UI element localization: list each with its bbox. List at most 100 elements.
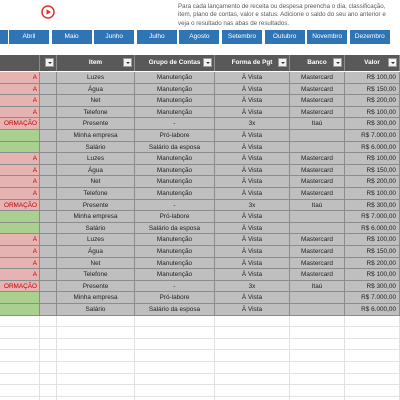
cell: R$ 6.000,00 (345, 222, 400, 235)
status-cell: A (0, 246, 40, 258)
month-tab[interactable]: Dezembro (349, 30, 390, 44)
cell (40, 72, 57, 84)
filter-button[interactable] (123, 58, 132, 67)
cell: Pró-labore (135, 211, 215, 223)
cell: Luzes (57, 153, 135, 165)
cell (290, 304, 345, 316)
cell: À Vista (215, 72, 290, 84)
cell: Presente (57, 280, 135, 293)
cell: Manutenção (135, 246, 215, 258)
empty-cell (40, 327, 57, 339)
status-cell (0, 292, 40, 304)
cell: Pró-labore (135, 292, 215, 304)
cell: Mastercard (290, 164, 345, 177)
cell (40, 257, 57, 270)
cell: À Vista (215, 164, 290, 177)
month-tab[interactable]: Novembro (307, 30, 348, 44)
filter-button[interactable] (203, 58, 212, 67)
month-tab[interactable]: Maio (51, 30, 92, 44)
cell: Itaú (290, 199, 345, 212)
cell: Mastercard (290, 95, 345, 107)
month-tab[interactable]: Outubro (264, 30, 305, 44)
cell (40, 304, 57, 316)
empty-cell (0, 327, 40, 339)
empty-cell (0, 338, 40, 351)
cell: À Vista (215, 83, 290, 96)
status-cell: A (0, 83, 40, 96)
cell: Mastercard (290, 188, 345, 200)
empty-cell (290, 327, 345, 339)
empty-cell (57, 362, 135, 374)
cell: R$ 300,00 (345, 199, 400, 212)
filter-button[interactable] (388, 58, 397, 67)
column-header: Forma de Pgt (215, 55, 290, 71)
month-tab[interactable]: Abril (9, 30, 49, 44)
empty-cell (135, 338, 215, 351)
cell: Mastercard (290, 83, 345, 96)
cell: À Vista (215, 211, 290, 223)
cell: Minha empresa (57, 130, 135, 142)
cell: Manutenção (135, 176, 215, 188)
cell: À Vista (215, 141, 290, 154)
empty-cell (0, 385, 40, 397)
cell: R$ 7.000,00 (345, 130, 400, 142)
cell: R$ 200,00 (345, 176, 400, 188)
status-cell: A (0, 234, 40, 246)
cell (40, 246, 57, 258)
cell: Manutenção (135, 257, 215, 270)
cell: Net (57, 95, 135, 107)
month-tab[interactable] (0, 30, 8, 44)
cell: R$ 150,00 (345, 83, 400, 96)
empty-cell (40, 350, 57, 362)
status-cell: ORMAÇÃO (0, 118, 40, 130)
status-cell: A (0, 188, 40, 200)
empty-cell (215, 338, 290, 351)
cell: À Vista (215, 95, 290, 107)
cell: Presente (57, 199, 135, 212)
empty-cell (0, 350, 40, 362)
month-tab[interactable]: Setembro (222, 30, 262, 44)
cell: Manutenção (135, 153, 215, 165)
cell (290, 130, 345, 142)
cell: R$ 300,00 (345, 118, 400, 130)
empty-cell (135, 350, 215, 362)
empty-cell (57, 327, 135, 339)
month-tab[interactable]: Agosto (179, 30, 220, 44)
cell: R$ 150,00 (345, 246, 400, 258)
cell: Mastercard (290, 246, 345, 258)
cell: À Vista (215, 234, 290, 246)
cell: Mastercard (290, 234, 345, 246)
cell (40, 222, 57, 235)
cell (40, 280, 57, 293)
empty-cell (40, 338, 57, 351)
empty-cell (345, 385, 400, 397)
column-header (40, 55, 57, 71)
cell: Minha empresa (57, 292, 135, 304)
empty-cell (345, 338, 400, 351)
cell: Itaú (290, 280, 345, 293)
cell: Telefone (57, 269, 135, 281)
filter-button[interactable] (278, 58, 287, 67)
empty-cell (290, 385, 345, 397)
status-cell (0, 304, 40, 316)
month-tab[interactable]: Junho (94, 30, 135, 44)
cell: À Vista (215, 292, 290, 304)
cell: - (135, 118, 215, 130)
cell: R$ 300,00 (345, 280, 400, 293)
cell: Net (57, 257, 135, 270)
empty-cell (135, 396, 215, 400)
filter-button[interactable] (45, 58, 54, 67)
cell: À Vista (215, 304, 290, 316)
filter-button[interactable] (333, 58, 342, 67)
cell (290, 292, 345, 304)
cell (40, 118, 57, 130)
empty-cell (290, 350, 345, 362)
empty-cell (215, 327, 290, 339)
cell: Salário (57, 141, 135, 154)
month-tab[interactable]: Julho (136, 30, 177, 44)
status-cell: A (0, 257, 40, 270)
empty-cell (215, 385, 290, 397)
play-icon[interactable] (40, 4, 56, 20)
cell: Telefone (57, 188, 135, 200)
empty-cell (40, 373, 57, 386)
